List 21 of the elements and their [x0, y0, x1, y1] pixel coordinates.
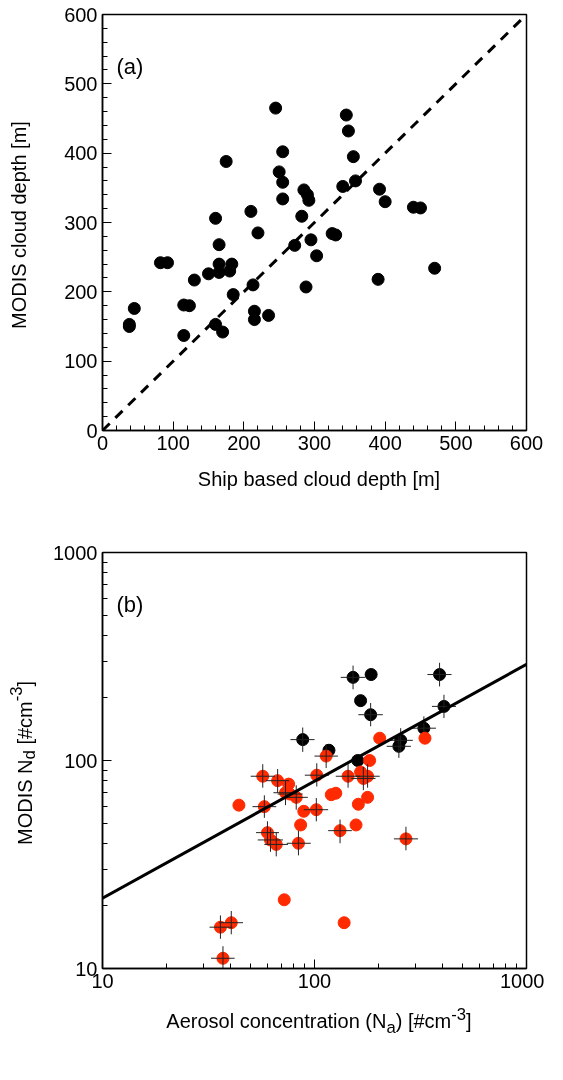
- y-tick-label: 600: [64, 3, 98, 26]
- x-tick-label: 100: [156, 431, 190, 454]
- x-axis-title: Aerosol concentration (N$_{a}$) [#cm$^{-3}$]: [166, 1004, 472, 1039]
- annotation: (a): [116, 53, 144, 79]
- annotation: (b): [116, 591, 144, 617]
- y-tick-label: 200: [64, 280, 98, 303]
- y-axis-title: MODIS cloud depth [m]: [7, 121, 31, 329]
- x-tick-label: 600: [509, 431, 544, 454]
- x-tick-label: 200: [227, 431, 261, 454]
- y-tick-label: 1000: [53, 541, 98, 564]
- x-tick-label: 300: [297, 431, 332, 454]
- y-tick-label: 100: [64, 749, 98, 772]
- y-tick-label: 400: [64, 142, 98, 165]
- x-tick-label: 1000: [500, 969, 545, 992]
- y-tick-label: 300: [64, 211, 98, 234]
- y-tick-label: 100: [64, 350, 98, 373]
- x-tick-label: 100: [297, 969, 332, 992]
- x-tick-label: 400: [368, 431, 402, 454]
- y-tick-label: 500: [64, 72, 98, 95]
- x-axis-title: Ship based cloud depth [m]: [197, 467, 441, 492]
- x-tick-label: 500: [439, 431, 473, 454]
